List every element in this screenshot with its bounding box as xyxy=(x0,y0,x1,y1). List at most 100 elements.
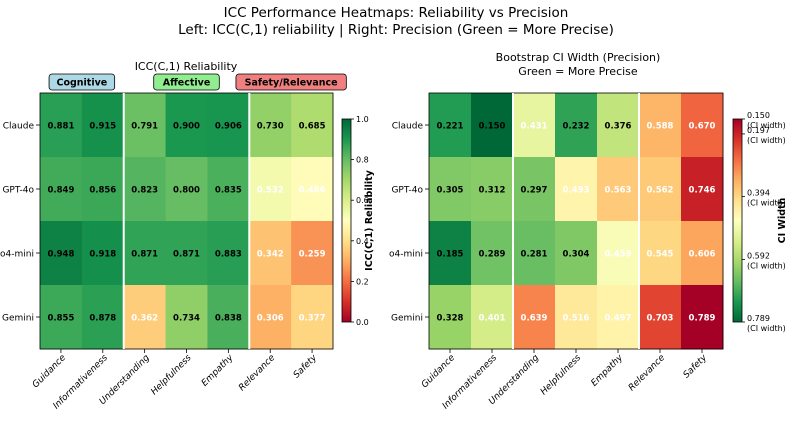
cell-value-label: 0.297 xyxy=(521,186,548,196)
group-label: Safety/Relevance xyxy=(245,78,338,89)
column-label: Guidance xyxy=(31,353,69,391)
column-label: Relevance xyxy=(627,353,668,394)
colorbar-tick-label: 0.150 xyxy=(747,111,770,120)
suptitle-line1: ICC Performance Heatmaps: Reliability vs… xyxy=(224,5,569,21)
cell-value-label: 0.328 xyxy=(437,314,464,324)
row-label: GPT-4o xyxy=(2,186,34,196)
colorbar-tick-sublabel: (CI width) xyxy=(747,261,786,270)
heatmap-cell xyxy=(249,157,292,222)
heatmap-cell xyxy=(291,285,334,350)
cell-value-label: 0.459 xyxy=(605,250,632,260)
right-heatmap-cells: 0.221 0.150 0.431 0.232 0.376 0.588 0.670 0.305… xyxy=(428,92,724,350)
column-label: Safety xyxy=(682,353,710,381)
heatmap-cell xyxy=(40,157,83,222)
heatmap-cell xyxy=(555,93,598,158)
heatmap-cell xyxy=(471,221,514,286)
colorbar-tick-label: 0.0 xyxy=(356,318,369,327)
heatmap-cell xyxy=(513,221,556,286)
cell-value-label: 0.563 xyxy=(605,186,632,196)
heatmap-cell xyxy=(597,221,640,286)
cell-value-label: 0.259 xyxy=(299,250,326,260)
left-column-labels: GuidanceInformativenessUnderstandingHelp… xyxy=(31,349,320,411)
right-chart-subtitle: Green = More Precise xyxy=(518,65,638,78)
column-label: Relevance xyxy=(237,353,278,394)
cell-value-label: 0.800 xyxy=(173,186,200,196)
cell-value-label: 0.871 xyxy=(131,250,158,260)
cell-value-label: 0.362 xyxy=(131,314,158,324)
row-label: o4-mini xyxy=(389,250,423,260)
colorbar-tick-label: 0.4 xyxy=(356,237,369,246)
heatmap-cell xyxy=(471,157,514,222)
colorbar-tick-label: 0.8 xyxy=(356,156,369,165)
heatmap-cell xyxy=(291,221,334,286)
colorbar-tick-sublabel: (CI width) xyxy=(747,121,786,130)
heatmap-cell xyxy=(291,93,334,158)
right-chart-title: Bootstrap CI Width (Precision) xyxy=(496,51,661,64)
cell-value-label: 0.856 xyxy=(89,186,116,196)
column-label: Guidance xyxy=(420,353,458,391)
cell-value-label: 0.883 xyxy=(215,250,242,260)
heatmap-cell xyxy=(165,157,208,222)
cell-value-label: 0.881 xyxy=(47,122,74,132)
cell-value-label: 0.545 xyxy=(647,250,674,260)
heatmap-cell xyxy=(681,93,724,158)
left-heatmap-panel: ICC(C,1) Reliability Cognitive Affective S… xyxy=(0,60,375,411)
cell-value-label: 0.918 xyxy=(89,250,116,260)
cell-value-label: 0.150 xyxy=(479,122,506,132)
heatmap-cell xyxy=(555,157,598,222)
row-label: Gemini xyxy=(391,314,423,324)
heatmap-cell xyxy=(513,93,556,158)
colorbar-tick-sublabel: (CI width) xyxy=(747,324,786,333)
heatmap-cell xyxy=(597,93,640,158)
column-label: Empathy xyxy=(590,353,626,389)
cell-value-label: 0.948 xyxy=(47,250,74,260)
heatmap-cell xyxy=(207,157,250,222)
left-colorbar: 0.0 0.2 0.4 0.6 0.8 1.0 ICC(C,1) Reliability xyxy=(341,115,375,327)
heatmap-cell xyxy=(123,221,167,286)
colorbar-gradient xyxy=(732,118,743,323)
heatmap-cell xyxy=(681,221,724,286)
cell-value-label: 0.670 xyxy=(689,122,716,132)
heatmap-cell xyxy=(429,285,472,350)
cell-value-label: 0.685 xyxy=(299,122,326,132)
row-label: o4-mini xyxy=(0,250,34,260)
left-chart-title: ICC(C,1) Reliability xyxy=(135,60,238,73)
cell-value-label: 0.730 xyxy=(257,122,284,132)
heatmap-cell xyxy=(471,285,514,350)
heatmap-cell xyxy=(165,285,208,350)
cell-value-label: 0.289 xyxy=(479,250,506,260)
group-label: Cognitive xyxy=(56,78,107,89)
heatmap-cell xyxy=(81,221,125,286)
cell-value-label: 0.746 xyxy=(689,186,716,196)
left-row-labels: Claude GPT-4o o4-mini Gemini xyxy=(0,122,40,324)
cell-value-label: 0.823 xyxy=(131,186,158,196)
heatmap-cell xyxy=(639,285,682,350)
heatmap-cell xyxy=(639,221,682,286)
cell-value-label: 0.835 xyxy=(215,186,242,196)
cell-value-label: 0.493 xyxy=(563,186,590,196)
cell-value-label: 0.401 xyxy=(479,314,506,324)
heatmap-cell xyxy=(597,285,640,350)
cell-value-label: 0.588 xyxy=(647,122,674,132)
heatmap-cell xyxy=(81,93,125,158)
group-label-box xyxy=(48,73,116,91)
cell-value-label: 0.900 xyxy=(173,122,200,132)
heatmap-cell xyxy=(165,221,208,286)
cell-value-label: 0.377 xyxy=(299,314,326,324)
heatmap-cell xyxy=(639,93,682,158)
heatmap-cell xyxy=(429,157,472,222)
row-label: Gemini xyxy=(2,314,34,324)
group-label-box xyxy=(153,73,220,91)
colorbar-tick-label: 1.0 xyxy=(356,115,369,124)
heatmap-cell xyxy=(249,221,292,286)
heatmap-cell xyxy=(81,285,125,350)
heatmap-cell xyxy=(429,93,472,158)
colorbar-tick-label: 0.394 xyxy=(747,189,770,198)
cell-value-label: 0.791 xyxy=(131,122,158,132)
cell-value-label: 0.342 xyxy=(257,250,284,260)
left-heatmap-cells: 0.881 0.915 0.791 0.900 0.906 0.730 0.685 0.849… xyxy=(39,92,334,350)
cell-value-label: 0.304 xyxy=(563,250,590,260)
cell-value-label: 0.855 xyxy=(47,314,74,324)
heatmap-cell xyxy=(429,221,472,286)
cell-value-label: 0.789 xyxy=(689,314,716,324)
